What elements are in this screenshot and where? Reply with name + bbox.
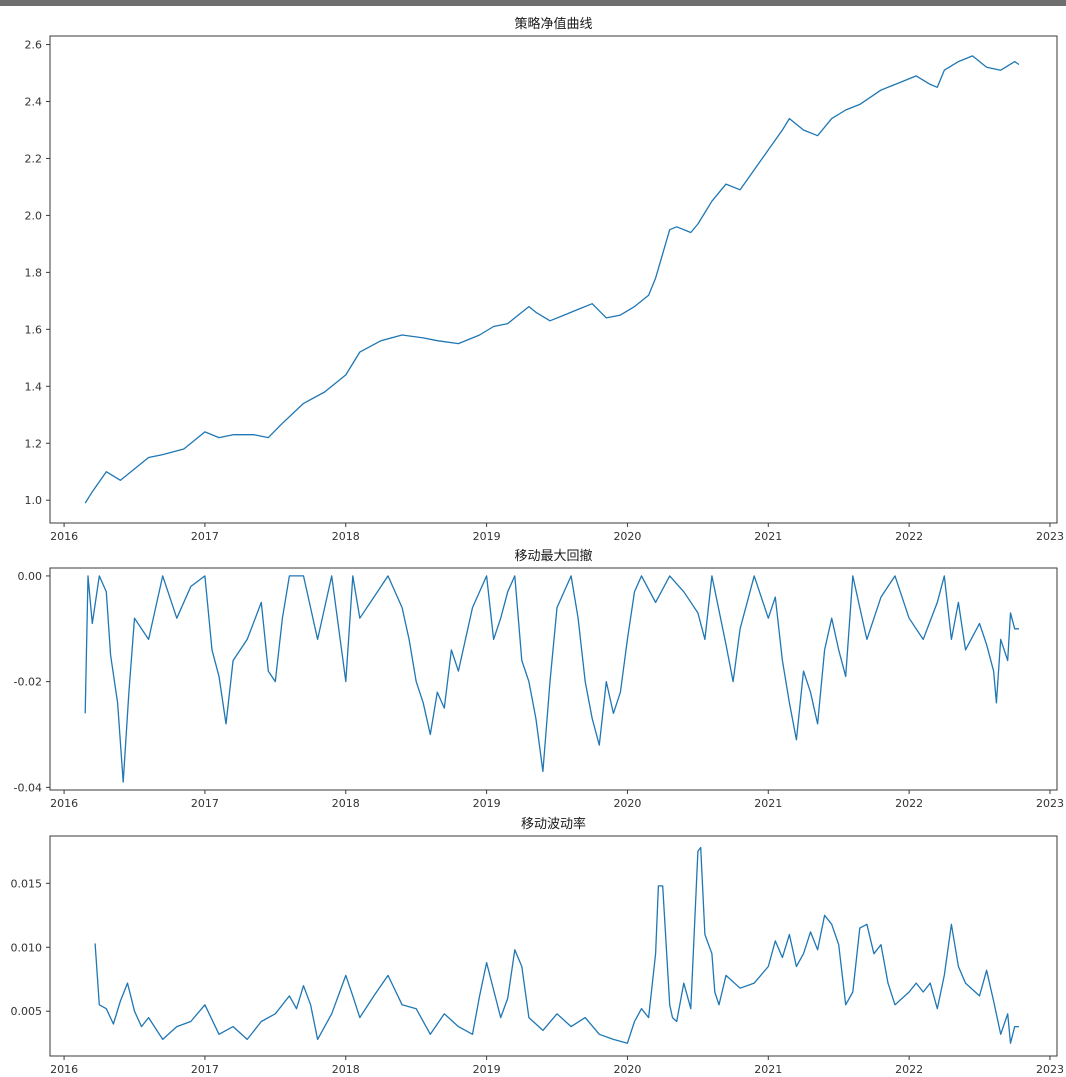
plot-frame [49,567,1058,791]
x-tick-label: 2019 [473,530,501,543]
x-tick-label: 2017 [191,797,219,810]
x-tick-label: 2019 [473,1063,501,1076]
y-tick-label: 0.010 [11,941,43,954]
plot-frame [49,835,1058,1057]
y-tick-label: 1.0 [25,494,43,507]
x-tick-label: 2023 [1036,530,1064,543]
series-line-0 [84,575,1019,783]
x-tick-label: 2020 [613,1063,641,1076]
y-tick-label: 0.00 [18,570,43,583]
x-tick-label: 2020 [613,797,641,810]
window-top-bar [0,0,1066,6]
x-tick-label: 2022 [895,1063,923,1076]
x-tick-label: 2018 [332,797,360,810]
series-line-0 [94,846,1019,1044]
y-tick-label: 1.2 [25,437,43,450]
y-tick-label: 2.0 [25,209,43,222]
x-tick-label: 2020 [613,530,641,543]
x-tick-label: 2021 [754,797,782,810]
chart-title: 策略净值曲线 [514,16,592,32]
x-tick-label: 2021 [754,1063,782,1076]
x-tick-label: 2016 [50,1063,78,1076]
y-tick-label: -0.04 [14,781,42,794]
panel-nav-curve: 策略净值曲线 2016 2017 2018 2019 2020 2021 2022 2023 1.… [25,16,1064,543]
y-tick-label: 1.8 [25,266,43,279]
x-tick-label: 2016 [50,530,78,543]
x-tick-label: 2017 [191,530,219,543]
y-tick-label: 1.4 [25,380,43,393]
y-tick-label: -0.02 [14,676,42,689]
x-tick-label: 2019 [473,797,501,810]
x-tick-label: 2018 [332,1063,360,1076]
x-tick-label: 2016 [50,797,78,810]
y-tick-label: 0.005 [11,1005,43,1018]
x-tick-label: 2023 [1036,1063,1064,1076]
x-tick-label: 2023 [1036,797,1064,810]
series-line-0 [84,55,1020,504]
x-tick-label: 2018 [332,530,360,543]
plot-frame [49,35,1058,524]
y-tick-label: 1.6 [25,323,43,336]
y-tick-label: 0.015 [11,877,43,890]
chart-title: 移动最大回撤 [514,548,592,564]
panel-rolling-volatility: 移动波动率 2016 2017 2018 2019 2020 2021 2022 2023 0.0… [11,816,1064,1076]
x-tick-label: 2017 [191,1063,219,1076]
x-tick-label: 2022 [895,530,923,543]
y-tick-label: 2.2 [25,152,43,165]
x-tick-label: 2021 [754,530,782,543]
panel-rolling-max-drawdown: 移动最大回撤 2016 2017 2018 2019 2020 2021 2022 2023 0.… [14,548,1064,810]
y-tick-label: 2.6 [25,39,43,52]
chart-title: 移动波动率 [521,816,586,832]
x-tick-label: 2022 [895,797,923,810]
y-tick-label: 2.4 [25,96,43,109]
